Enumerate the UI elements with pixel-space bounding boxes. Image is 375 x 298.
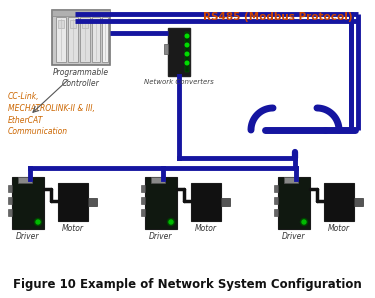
Circle shape	[36, 220, 40, 224]
FancyBboxPatch shape	[274, 197, 278, 204]
FancyBboxPatch shape	[274, 209, 278, 216]
FancyBboxPatch shape	[221, 198, 230, 206]
FancyBboxPatch shape	[82, 20, 88, 28]
Circle shape	[302, 220, 306, 224]
FancyBboxPatch shape	[151, 177, 165, 183]
FancyBboxPatch shape	[88, 198, 97, 206]
Circle shape	[34, 218, 42, 226]
FancyBboxPatch shape	[191, 183, 221, 221]
FancyBboxPatch shape	[8, 185, 12, 192]
Text: CC-Link,
MECHATROLINK-II & III,
EtherCAT
Communication: CC-Link, MECHATROLINK-II & III, EtherCAT…	[8, 92, 95, 136]
FancyBboxPatch shape	[92, 17, 100, 62]
FancyBboxPatch shape	[141, 209, 145, 216]
FancyBboxPatch shape	[80, 17, 90, 62]
FancyBboxPatch shape	[278, 177, 310, 229]
FancyBboxPatch shape	[324, 183, 354, 221]
FancyBboxPatch shape	[58, 20, 64, 28]
Circle shape	[185, 61, 189, 65]
Text: Figure 10 Example of Network System Configuration: Figure 10 Example of Network System Conf…	[13, 278, 362, 291]
FancyBboxPatch shape	[102, 17, 108, 62]
Text: Motor: Motor	[62, 224, 84, 233]
Text: Driver: Driver	[282, 232, 306, 241]
FancyBboxPatch shape	[52, 10, 110, 16]
FancyBboxPatch shape	[141, 185, 145, 192]
FancyBboxPatch shape	[274, 185, 278, 192]
Text: Network Converters: Network Converters	[144, 79, 214, 85]
FancyBboxPatch shape	[52, 10, 110, 65]
FancyBboxPatch shape	[8, 197, 12, 204]
Circle shape	[185, 34, 189, 38]
FancyBboxPatch shape	[8, 209, 12, 216]
Circle shape	[168, 218, 174, 226]
FancyBboxPatch shape	[12, 177, 44, 229]
FancyBboxPatch shape	[354, 198, 363, 206]
FancyBboxPatch shape	[185, 32, 189, 72]
FancyBboxPatch shape	[68, 17, 78, 62]
FancyBboxPatch shape	[168, 28, 190, 76]
Circle shape	[185, 52, 189, 56]
Text: RS485 (Modbus Protocol): RS485 (Modbus Protocol)	[203, 12, 353, 22]
FancyBboxPatch shape	[58, 183, 88, 221]
FancyBboxPatch shape	[164, 44, 168, 54]
FancyBboxPatch shape	[70, 20, 76, 28]
FancyBboxPatch shape	[141, 197, 145, 204]
Text: Driver: Driver	[16, 232, 40, 241]
FancyBboxPatch shape	[284, 177, 298, 183]
FancyBboxPatch shape	[18, 177, 32, 183]
FancyBboxPatch shape	[56, 17, 66, 62]
Circle shape	[169, 220, 173, 224]
Text: Driver: Driver	[149, 232, 173, 241]
Text: Programmable
Controller: Programmable Controller	[53, 68, 109, 88]
Circle shape	[185, 43, 189, 47]
Text: Motor: Motor	[328, 224, 350, 233]
Text: Motor: Motor	[195, 224, 217, 233]
FancyBboxPatch shape	[145, 177, 177, 229]
Circle shape	[300, 218, 307, 226]
